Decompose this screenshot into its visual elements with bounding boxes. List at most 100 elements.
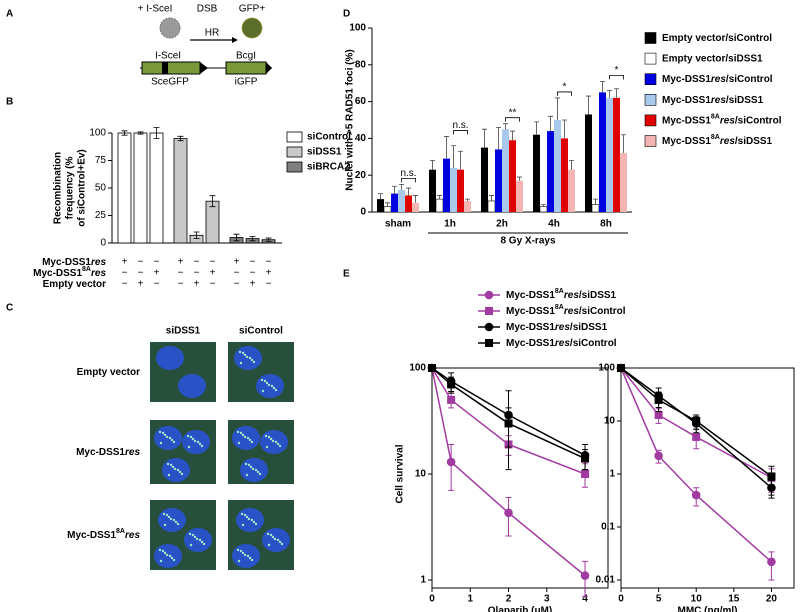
bar — [429, 169, 436, 212]
label-part: /siControl — [570, 338, 617, 349]
error-bar — [517, 176, 522, 181]
focus — [273, 537, 277, 541]
focus — [271, 439, 275, 443]
error-bar — [489, 195, 494, 201]
bar — [495, 149, 502, 212]
y-tick-label: 10 — [415, 469, 427, 480]
focus — [244, 462, 248, 466]
nucleus — [256, 374, 284, 398]
panel-label: C — [6, 303, 13, 314]
error-bar — [448, 443, 455, 491]
label-part: Myc-DSS1 — [506, 290, 555, 301]
bar — [487, 200, 496, 213]
marker — [767, 472, 776, 481]
row-label: Empty vector — [77, 367, 140, 378]
gene-box — [225, 61, 267, 75]
focus — [191, 533, 195, 537]
promoter — [266, 62, 272, 74]
marker — [692, 417, 701, 425]
focus — [276, 442, 280, 446]
legend-marker — [484, 290, 494, 300]
x-tick-label: 3 — [544, 594, 550, 605]
condition-sign: − — [210, 279, 216, 290]
focus — [236, 430, 240, 434]
significance-label: ** — [509, 107, 517, 118]
diagram-label: I-SceI — [155, 51, 181, 62]
marker — [691, 490, 701, 500]
focus — [250, 440, 254, 444]
label-part: Empty vector — [43, 279, 106, 290]
label-part: /siControl — [579, 306, 626, 317]
diagram-label: GFP+ — [239, 4, 266, 15]
nucleus — [232, 426, 260, 450]
focus — [237, 559, 241, 563]
error-bar — [614, 88, 619, 98]
condition-sign: + — [138, 279, 144, 290]
focus — [245, 473, 249, 477]
marker — [617, 364, 625, 372]
panel-label: E — [343, 269, 350, 280]
diagram-label: DSB — [197, 4, 218, 15]
nucleus — [240, 458, 268, 482]
focus — [200, 444, 204, 448]
error-bar — [569, 160, 574, 170]
focus — [170, 556, 174, 560]
label-part: res — [125, 530, 140, 541]
bar — [516, 180, 523, 212]
focus — [263, 379, 267, 383]
bar — [554, 120, 561, 212]
bar — [450, 167, 457, 212]
nucleus — [260, 430, 288, 454]
label-part: Empty vector — [77, 367, 140, 378]
label-part: 8A — [711, 134, 720, 141]
bar — [117, 132, 132, 244]
y-tick-label: 25 — [95, 210, 107, 221]
bar — [443, 158, 450, 212]
focus — [266, 532, 270, 536]
nucleus — [232, 544, 260, 568]
focus — [236, 548, 240, 552]
error-bar — [378, 193, 383, 200]
focus — [195, 537, 199, 541]
x-tick-label: 0 — [429, 594, 435, 605]
error-bar — [121, 130, 128, 136]
y-tick-label: 100 — [409, 363, 426, 374]
label-part: res — [720, 115, 735, 126]
focus — [240, 512, 244, 516]
x-tick-label: 1h — [444, 219, 456, 230]
legend-swatch — [286, 161, 303, 173]
error-bar — [137, 131, 144, 135]
focus — [189, 435, 193, 439]
label-part: Myc-DSS1 — [662, 74, 711, 85]
focus — [245, 515, 249, 519]
focus — [267, 435, 271, 439]
error-bar — [233, 233, 240, 242]
nucleus — [184, 528, 212, 552]
site-box — [162, 62, 168, 74]
error-bar — [555, 97, 560, 120]
condition-sign: + — [194, 279, 200, 290]
label-part: /siDSS1 — [726, 94, 764, 105]
error-bar — [444, 136, 449, 159]
focus — [265, 381, 269, 385]
focus — [168, 436, 172, 440]
line — [431, 367, 586, 475]
label-part: Myc-DSS1 — [506, 306, 555, 317]
focus — [241, 551, 245, 555]
focus — [260, 378, 264, 382]
focus — [243, 435, 247, 439]
bar — [591, 204, 600, 213]
error-bar — [399, 184, 404, 190]
focus — [169, 463, 173, 467]
condition-sign: − — [194, 257, 200, 268]
line — [620, 367, 772, 489]
bar — [149, 132, 164, 244]
marker — [446, 457, 456, 467]
focus — [165, 513, 169, 517]
nucleus — [158, 508, 186, 532]
focus — [176, 522, 180, 526]
focus — [248, 556, 252, 560]
condition-sign: + — [234, 257, 240, 268]
condition-label: Myc-DSS18Ares — [33, 266, 106, 278]
bar — [585, 114, 592, 212]
